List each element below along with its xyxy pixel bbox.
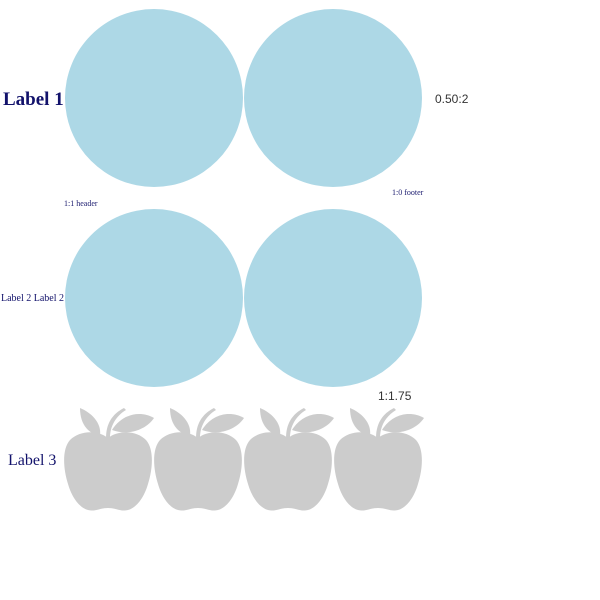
- apple-icon: [244, 408, 334, 511]
- apple-icon: [154, 408, 244, 511]
- apple-icon: [334, 408, 424, 511]
- row-1-ratio: 0.50:2: [435, 92, 469, 106]
- row-1-circle-1: [65, 9, 243, 187]
- row-1-footer-note: 1:0 footer: [392, 188, 424, 197]
- row-2-circle-2: [244, 209, 422, 387]
- row-2-label: Label 2 Label 2: [1, 293, 65, 304]
- row-3-ratio: 1:1.75: [378, 389, 412, 403]
- apple-icon: [64, 408, 154, 511]
- row-2-header-note: 1:1 header: [64, 199, 98, 208]
- row-1-circle-2: [244, 9, 422, 187]
- row-2-circle-1: [65, 209, 243, 387]
- row-1-label: Label 1: [3, 89, 64, 110]
- row-3-label: Label 3: [8, 452, 57, 469]
